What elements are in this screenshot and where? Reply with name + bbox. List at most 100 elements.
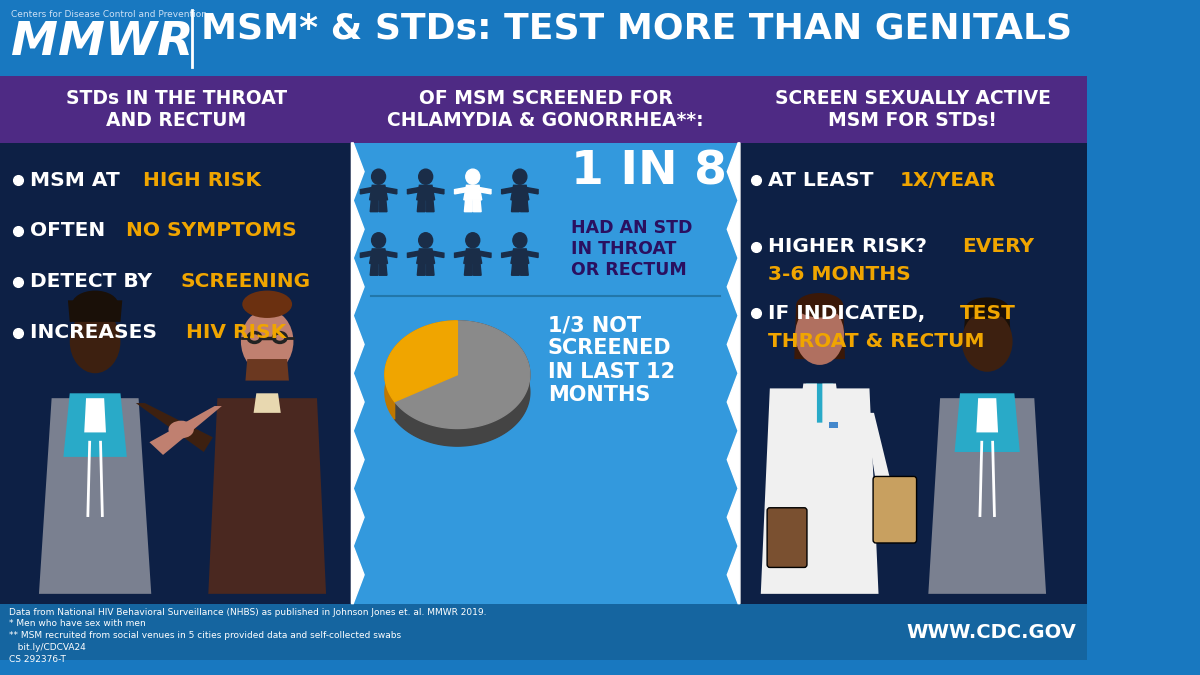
Polygon shape <box>511 200 520 212</box>
Polygon shape <box>38 398 151 594</box>
Bar <box>0 76 353 603</box>
Ellipse shape <box>966 298 1009 319</box>
Ellipse shape <box>796 293 844 317</box>
Polygon shape <box>464 200 473 212</box>
Circle shape <box>372 169 385 184</box>
Polygon shape <box>246 359 289 381</box>
Ellipse shape <box>241 310 294 373</box>
Polygon shape <box>822 383 847 466</box>
Polygon shape <box>426 263 434 275</box>
Polygon shape <box>253 394 281 413</box>
Polygon shape <box>455 188 467 194</box>
Bar <box>353 76 738 143</box>
Polygon shape <box>473 263 481 275</box>
Polygon shape <box>432 188 444 194</box>
Polygon shape <box>416 249 434 263</box>
Text: HIV RISK: HIV RISK <box>186 323 287 342</box>
Polygon shape <box>385 321 457 419</box>
Text: 3-6 MONTHS: 3-6 MONTHS <box>768 265 911 284</box>
Text: IF INDICATED,: IF INDICATED, <box>768 304 932 323</box>
Polygon shape <box>209 398 326 594</box>
Polygon shape <box>416 186 434 200</box>
Bar <box>738 76 1087 143</box>
Text: OFTEN: OFTEN <box>30 221 112 240</box>
Polygon shape <box>464 263 473 275</box>
Polygon shape <box>385 321 457 402</box>
Polygon shape <box>379 200 386 212</box>
Bar <box>738 76 1087 603</box>
Text: Centers for Disease Control and Prevention: Centers for Disease Control and Preventi… <box>11 9 206 19</box>
Circle shape <box>466 233 480 248</box>
Polygon shape <box>761 388 878 594</box>
Text: 1 IN 8: 1 IN 8 <box>570 150 726 194</box>
Polygon shape <box>511 186 529 200</box>
Ellipse shape <box>242 290 292 318</box>
Text: MSM* & STDs: TEST MORE THAN GENITALS: MSM* & STDs: TEST MORE THAN GENITALS <box>202 11 1072 46</box>
Polygon shape <box>370 249 388 263</box>
Text: NO SYMPTOMS: NO SYMPTOMS <box>126 221 296 240</box>
Text: THROAT & RECTUM: THROAT & RECTUM <box>768 331 984 350</box>
Polygon shape <box>502 251 514 257</box>
Ellipse shape <box>70 310 120 373</box>
Circle shape <box>512 233 527 248</box>
Polygon shape <box>455 251 467 257</box>
Circle shape <box>419 169 433 184</box>
Ellipse shape <box>168 421 194 438</box>
Polygon shape <box>502 188 514 194</box>
Polygon shape <box>408 188 419 194</box>
Bar <box>0 603 1087 660</box>
Polygon shape <box>865 413 896 516</box>
Polygon shape <box>479 251 491 257</box>
Polygon shape <box>794 305 845 359</box>
FancyBboxPatch shape <box>874 477 917 543</box>
Text: 1X/YEAR: 1X/YEAR <box>900 171 996 190</box>
Polygon shape <box>521 200 528 212</box>
Polygon shape <box>977 398 998 433</box>
Bar <box>0 0 1087 76</box>
Polygon shape <box>150 406 222 455</box>
Polygon shape <box>408 251 419 257</box>
Ellipse shape <box>796 304 844 365</box>
Polygon shape <box>395 321 530 446</box>
Polygon shape <box>385 188 397 194</box>
Text: DETECT BY: DETECT BY <box>30 272 158 291</box>
Polygon shape <box>792 383 817 466</box>
Polygon shape <box>803 383 836 423</box>
Polygon shape <box>84 398 106 433</box>
Text: SCREEN SEXUALLY ACTIVE
MSM FOR STDs!: SCREEN SEXUALLY ACTIVE MSM FOR STDs! <box>774 89 1050 130</box>
Text: STDs IN THE THROAT
AND RECTUM: STDs IN THE THROAT AND RECTUM <box>66 89 287 130</box>
Polygon shape <box>464 249 481 263</box>
Bar <box>353 76 738 603</box>
Polygon shape <box>929 398 1046 594</box>
Polygon shape <box>385 251 397 257</box>
Ellipse shape <box>385 338 530 446</box>
Text: HAD AN STD
IN THROAT
OR RECTUM: HAD AN STD IN THROAT OR RECTUM <box>570 219 692 279</box>
Polygon shape <box>521 263 528 275</box>
Text: HIGHER RISK?: HIGHER RISK? <box>768 237 934 256</box>
Text: INCREASES: INCREASES <box>30 323 164 342</box>
Polygon shape <box>371 263 378 275</box>
Polygon shape <box>352 143 364 603</box>
Text: AT LEAST: AT LEAST <box>768 171 881 190</box>
Polygon shape <box>360 188 372 194</box>
Text: SCREENING: SCREENING <box>181 272 311 291</box>
Text: MSM AT: MSM AT <box>30 171 127 190</box>
Polygon shape <box>371 200 378 212</box>
Text: WWW.CDC.GOV: WWW.CDC.GOV <box>906 622 1076 641</box>
Polygon shape <box>526 251 538 257</box>
Polygon shape <box>370 186 388 200</box>
Polygon shape <box>426 200 434 212</box>
FancyBboxPatch shape <box>767 508 806 568</box>
Polygon shape <box>432 251 444 257</box>
Polygon shape <box>418 263 425 275</box>
Circle shape <box>372 233 385 248</box>
Polygon shape <box>379 263 386 275</box>
Text: Data from National HIV Behavioral Surveillance (NHBS) as published in Johnson Jo: Data from National HIV Behavioral Survei… <box>10 608 486 664</box>
Bar <box>0 76 353 143</box>
Polygon shape <box>511 263 520 275</box>
Polygon shape <box>395 321 530 429</box>
Text: HIGH RISK: HIGH RISK <box>143 171 260 190</box>
Text: TEST: TEST <box>960 304 1016 323</box>
Circle shape <box>512 169 527 184</box>
Polygon shape <box>68 300 122 322</box>
